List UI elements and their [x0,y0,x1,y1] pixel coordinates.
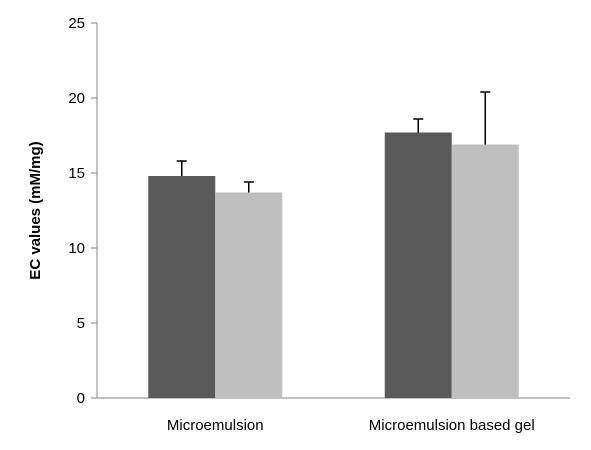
y-tick-label: 5 [77,315,85,332]
x-category-label: Microemulsion [167,417,264,434]
y-tick-label: 20 [68,90,85,107]
bar [148,176,216,398]
x-category-label: Microemulsion based gel [369,417,535,434]
y-tick-label: 10 [68,240,85,257]
y-tick-label: 15 [68,165,85,182]
bar [451,144,519,398]
y-tick-label: 25 [68,15,85,32]
error-bars [176,91,491,193]
y-tick-label: 0 [77,390,85,407]
y-axis-title: EC values (mM/mg) [27,141,44,279]
bar [384,132,452,398]
bar [215,192,283,398]
category-labels: Microemulsion Microemulsion based gel [167,417,535,434]
y-axis: 0 5 10 15 20 25 [68,15,98,407]
bars [148,132,519,398]
